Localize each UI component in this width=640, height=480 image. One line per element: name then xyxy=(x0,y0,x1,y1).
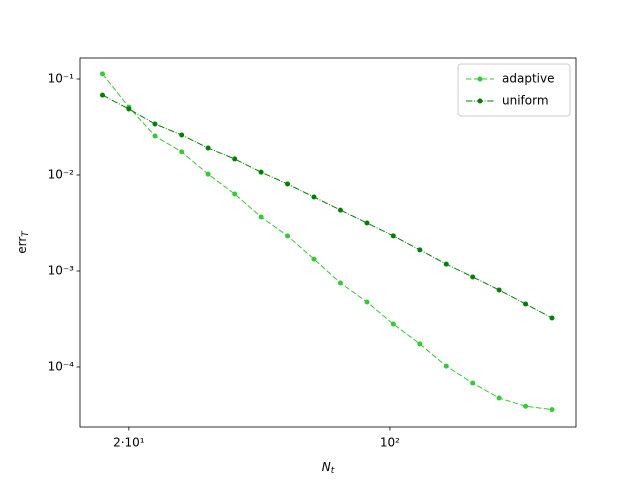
data-point xyxy=(364,299,370,305)
data-point xyxy=(285,181,291,187)
data-point xyxy=(258,169,264,175)
data-point xyxy=(417,247,423,253)
y-axis-label-base: err xyxy=(15,237,29,254)
data-point xyxy=(443,261,449,267)
data-point xyxy=(126,106,132,112)
data-point xyxy=(232,156,238,162)
legend-marker xyxy=(477,98,483,104)
data-point xyxy=(523,403,529,409)
x-axis-label-sub: t xyxy=(331,466,335,476)
y-tick-label: 10⁻² xyxy=(48,167,75,181)
data-point xyxy=(417,341,423,347)
y-axis-label-sub: T xyxy=(21,230,31,237)
data-point xyxy=(337,280,343,286)
y-axis-label: errT xyxy=(15,230,31,254)
x-axis-label: Nt xyxy=(322,460,335,476)
data-point xyxy=(311,194,317,200)
x-axis-label-base: N xyxy=(322,460,331,474)
data-point xyxy=(285,233,291,239)
data-point xyxy=(549,315,555,321)
series-line xyxy=(102,94,553,319)
data-point xyxy=(549,407,555,413)
data-point xyxy=(470,274,476,280)
legend-label: adaptive xyxy=(502,72,554,86)
data-point xyxy=(205,145,211,151)
data-point xyxy=(523,301,529,307)
data-point xyxy=(390,321,396,327)
data-point xyxy=(496,395,502,401)
legend-label: uniform xyxy=(502,94,549,108)
x-tick-label: 10² xyxy=(380,436,400,450)
data-point xyxy=(443,363,449,369)
data-point xyxy=(364,220,370,226)
data-point xyxy=(205,171,211,177)
data-point xyxy=(232,191,238,197)
data-point xyxy=(179,132,185,138)
data-point xyxy=(311,256,317,262)
plot-frame xyxy=(79,57,577,428)
x-tick-label: 2·10¹ xyxy=(113,436,145,450)
data-point xyxy=(179,149,185,155)
data-point xyxy=(99,71,105,77)
data-point xyxy=(470,380,476,386)
legend-marker xyxy=(477,76,483,82)
data-point xyxy=(496,287,502,293)
y-tick-label: 10⁻³ xyxy=(48,263,75,277)
series-line xyxy=(102,73,553,411)
data-point xyxy=(390,233,396,239)
y-tick-label: 10⁻⁴ xyxy=(48,359,75,373)
data-point xyxy=(337,207,343,213)
data-point xyxy=(258,214,264,220)
legend-box xyxy=(457,63,571,117)
data-point xyxy=(99,92,105,98)
data-point xyxy=(152,121,158,127)
data-point xyxy=(152,133,158,139)
y-tick-label: 10⁻¹ xyxy=(48,72,75,86)
